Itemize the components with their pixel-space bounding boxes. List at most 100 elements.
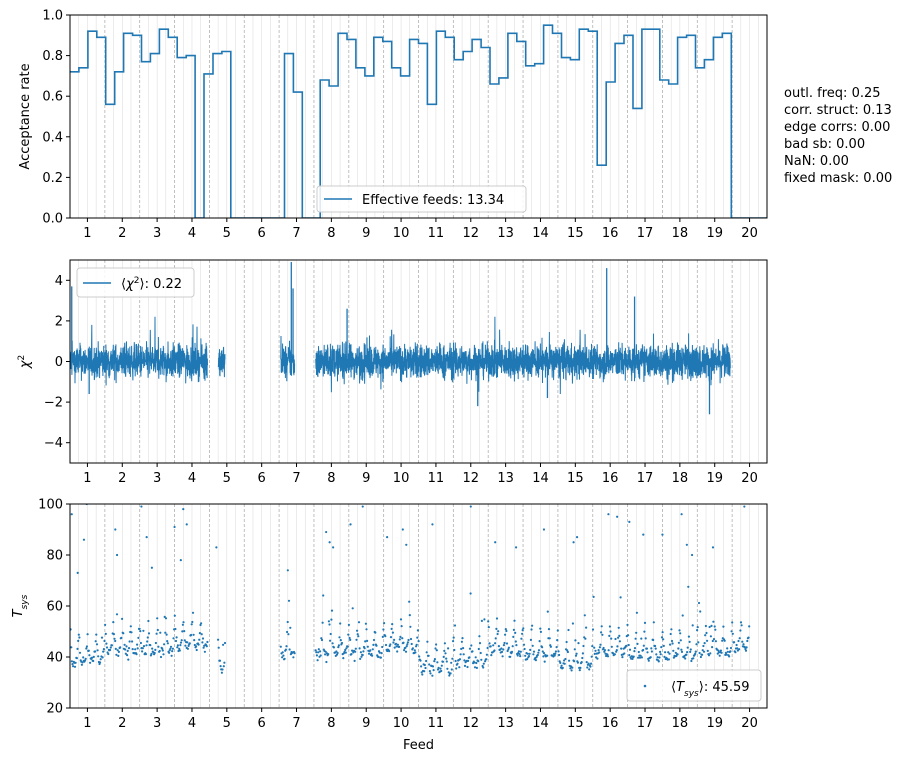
tsys-point <box>81 661 84 664</box>
tsys-point <box>142 645 146 648</box>
tsys-outlier-point <box>179 559 182 562</box>
tsys-point <box>351 649 354 652</box>
tsys-point <box>408 614 411 617</box>
tsys-point <box>745 646 748 649</box>
tsys-point <box>433 660 436 663</box>
tsys-point <box>395 645 398 648</box>
tsys-point <box>103 639 106 643</box>
tsys-point <box>169 645 173 648</box>
tsys-point <box>605 654 608 658</box>
tsys-point <box>501 655 504 658</box>
tsys-point <box>707 654 711 657</box>
tsys-point <box>574 639 577 642</box>
chi2-trace-3 <box>280 335 296 382</box>
tsys-point <box>480 619 483 623</box>
tsys-point <box>603 649 607 652</box>
tsys-point <box>697 641 700 644</box>
tsys-point <box>643 621 647 625</box>
tsys-point <box>518 653 521 656</box>
x-tick-label: 2 <box>118 471 126 486</box>
tsys-point <box>377 655 380 659</box>
tsys-point <box>416 629 419 632</box>
tsys-point <box>391 623 394 626</box>
tsys-point <box>591 645 594 648</box>
tsys-point <box>331 642 334 645</box>
x-tick-label: 4 <box>188 716 196 731</box>
x-tick-label: 3 <box>153 226 161 241</box>
tsys-point <box>719 649 723 652</box>
x-tick-label: 18 <box>672 471 689 486</box>
tsys-point <box>345 647 348 650</box>
tsys-point <box>688 640 691 644</box>
tsys-point <box>664 651 667 654</box>
tsys-point <box>441 660 445 663</box>
tsys-point <box>176 644 179 647</box>
tsys-point <box>742 643 745 646</box>
tsys-point <box>445 657 448 660</box>
x-tick-label: 17 <box>637 716 654 731</box>
tsys-point <box>199 623 202 627</box>
tsys-point <box>319 654 322 657</box>
tsys-point <box>399 618 403 621</box>
tsys-point <box>687 585 690 588</box>
x-tick-label: 9 <box>362 716 370 731</box>
tsys-point <box>671 642 674 645</box>
tsys-point <box>502 644 505 647</box>
tsys-point <box>537 651 540 654</box>
tsys-point <box>567 628 570 632</box>
tsys-point <box>101 656 104 659</box>
tsys-point <box>729 646 733 650</box>
tsys-point <box>642 648 645 652</box>
y-tick-label: 80 <box>46 549 63 564</box>
tsys-point <box>546 610 549 613</box>
tsys-point <box>381 645 384 649</box>
tsys-point <box>99 658 102 661</box>
tsys-point <box>531 644 534 647</box>
x-tick-label: 8 <box>327 716 335 731</box>
side-stat-line: fixed mask: 0.00 <box>784 171 892 186</box>
tsys-point <box>353 659 356 663</box>
tsys-point <box>191 620 194 624</box>
tsys-point <box>166 640 169 643</box>
tsys-point <box>532 653 535 656</box>
tsys-point <box>681 614 684 617</box>
tsys-point <box>603 650 606 653</box>
tsys-point <box>369 649 372 652</box>
tsys-point <box>473 661 476 664</box>
tsys-point <box>677 647 680 650</box>
tsys-point <box>500 650 504 654</box>
tsys-point <box>443 649 446 653</box>
tsys-point <box>147 619 150 623</box>
x-tick-label: 8 <box>327 226 335 241</box>
tsys-point <box>643 630 646 633</box>
tsys-point <box>686 646 689 649</box>
tsys-point <box>736 647 739 650</box>
tsys-point <box>354 650 357 653</box>
tsys-point <box>672 649 675 652</box>
tsys-point <box>689 648 692 651</box>
y-tick-label: 0.2 <box>42 171 63 186</box>
tsys-point <box>445 660 448 663</box>
tsys-point <box>594 649 597 652</box>
tsys-point <box>554 652 557 655</box>
tsys-outlier-point <box>82 538 86 541</box>
tsys-point <box>739 629 742 632</box>
tsys-point <box>511 645 514 648</box>
tsys-point <box>667 651 670 654</box>
tsys-point <box>354 647 357 650</box>
tsys-point <box>156 617 159 620</box>
tsys-point <box>598 646 602 649</box>
tsys-point <box>613 653 617 656</box>
tsys-point <box>494 642 497 645</box>
tsys-point <box>384 635 387 638</box>
tsys-point <box>452 636 455 639</box>
tsys-point <box>136 643 139 646</box>
tsys-point <box>523 647 526 651</box>
tsys-point <box>358 647 361 650</box>
tsys-point <box>570 669 573 672</box>
tsys-point <box>161 649 164 652</box>
tsys-point <box>553 654 556 657</box>
tsys-point <box>392 641 395 644</box>
tsys-point <box>695 643 698 646</box>
tsys-point <box>680 648 683 651</box>
